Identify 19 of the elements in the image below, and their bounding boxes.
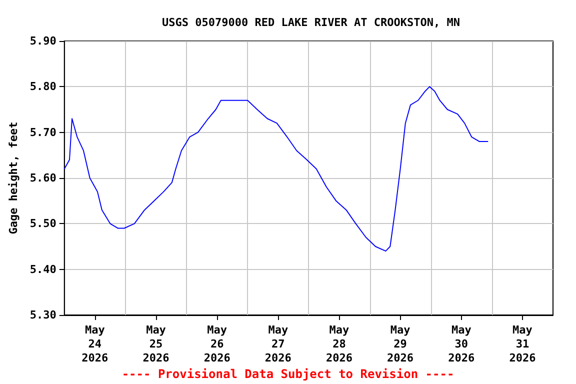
x-tick-label: May 24 2026 [82, 324, 109, 364]
y-tick-label: 5.60 [30, 172, 56, 184]
x-tick-label: May 26 2026 [204, 324, 231, 364]
x-tick-label: May 31 2026 [509, 324, 536, 364]
x-tick-label: May 27 2026 [264, 324, 292, 364]
y-tick-label: 5.70 [30, 126, 56, 139]
x-tick-label: May 30 2026 [448, 324, 476, 364]
y-axis-title: Gage height, feet [7, 122, 20, 234]
y-tick-label: 5.30 [30, 308, 56, 322]
chart-title: USGS 05079000 RED LAKE RIVER AT CROOKSTON, MN [162, 16, 460, 29]
x-tick-label: May 25 2026 [142, 324, 170, 364]
line-series [64, 86, 489, 252]
text: ---- Provisional Data Subject to Revision ---- [122, 367, 454, 381]
y-tick-label: 5.90 [30, 34, 56, 48]
y-tick-label: 5.40 [30, 262, 56, 276]
x-tick-label: May 28 2026 [326, 324, 353, 364]
x-tick-label: May 29 2026 [387, 324, 414, 364]
y-tick-label: 5.50 [30, 217, 56, 230]
y-tick-label: 5.80 [30, 80, 56, 94]
